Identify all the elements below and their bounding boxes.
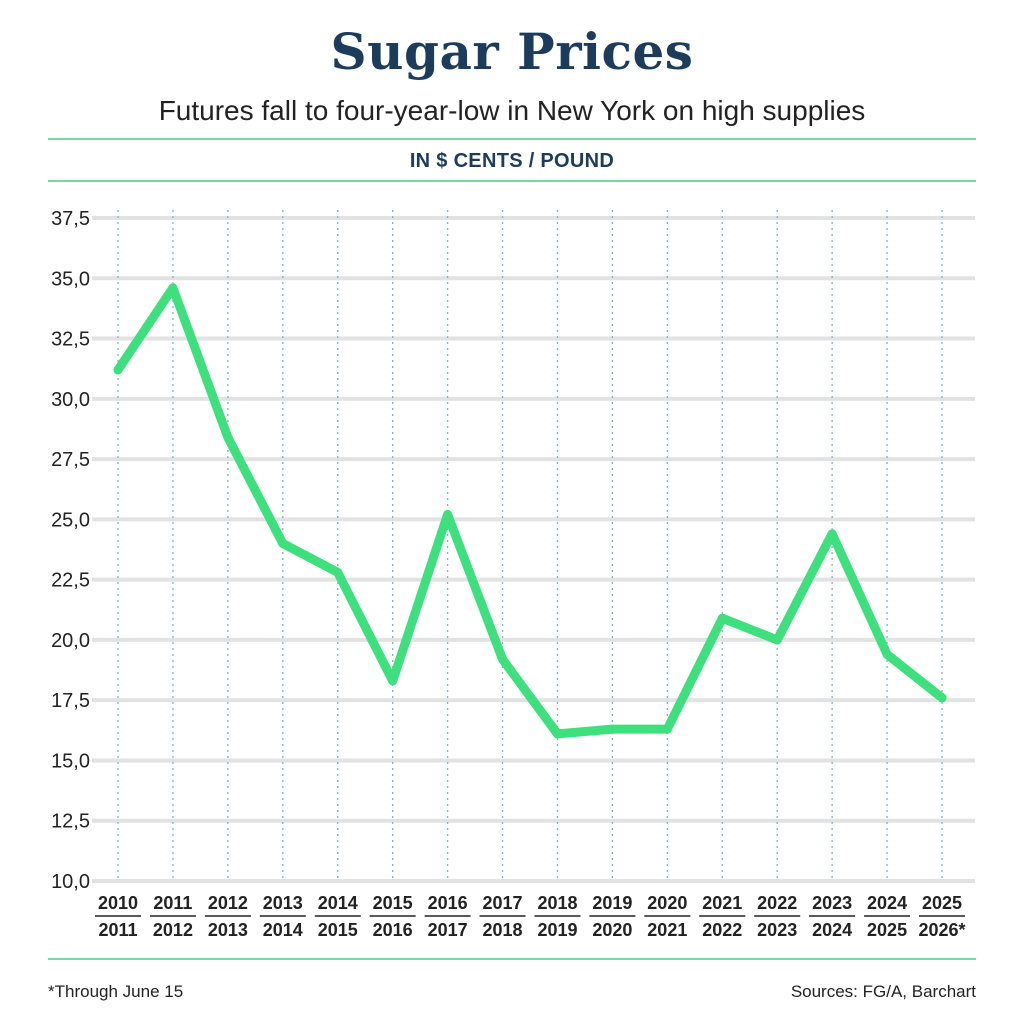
- y-tick-label: 25,0: [51, 509, 90, 531]
- data-point: [333, 567, 343, 577]
- data-point: [443, 510, 453, 520]
- data-point: [662, 724, 672, 734]
- x-tick-label-top: 2015: [373, 893, 413, 913]
- x-tick-label-top: 2013: [263, 893, 303, 913]
- y-tick-label: 37,5: [51, 208, 90, 230]
- data-point: [223, 432, 233, 442]
- x-tick-label-top: 2016: [428, 893, 468, 913]
- top-divider: [48, 138, 976, 140]
- x-tick-label-bottom: 2025: [867, 920, 907, 940]
- data-point: [717, 613, 727, 623]
- x-tick-label-bottom: 2020: [592, 920, 632, 940]
- x-tick-label-top: 2018: [537, 893, 577, 913]
- unit-label: IN $ CENTS / POUND: [409, 150, 615, 172]
- x-tick-label-bottom: 2014: [263, 920, 303, 940]
- bottom-divider: [48, 958, 976, 960]
- y-axis-ticks: 10,0 12,5 15,0 17,5 20,0 22,5 25,0 27,5 30,0 32,5…: [51, 208, 90, 893]
- x-tick-label-bottom: 2019: [537, 920, 577, 940]
- source-note: Sources: FG/A, Barchart: [790, 982, 976, 1001]
- x-tick-label-top: 2022: [757, 893, 797, 913]
- data-point: [772, 635, 782, 645]
- series-layer: [113, 283, 947, 739]
- x-tick-label-top: 2021: [702, 893, 742, 913]
- x-tick-label-top: 2012: [208, 893, 248, 913]
- data-point: [278, 538, 288, 548]
- x-tick-label-bottom: 2016: [373, 920, 413, 940]
- data-point: [937, 693, 947, 703]
- y-tick-label: 12,5: [51, 811, 90, 833]
- chart-subtitle: Futures fall to four-year-low in New Yor…: [158, 95, 866, 126]
- x-tick-label-bottom: 2013: [208, 920, 248, 940]
- horizontal-gridlines: [92, 216, 975, 883]
- data-point: [552, 729, 562, 739]
- y-tick-label: 27,5: [51, 449, 90, 471]
- data-point: [882, 649, 892, 659]
- data-point: [607, 724, 617, 734]
- x-tick-label-bottom: 2015: [318, 920, 358, 940]
- x-tick-label-bottom: 2012: [153, 920, 193, 940]
- x-tick-label-top: 2023: [812, 893, 852, 913]
- x-tick-label-top: 2025: [922, 893, 962, 913]
- y-tick-label: 15,0: [51, 750, 90, 772]
- footnote: *Through June 15: [48, 982, 184, 1001]
- x-tick-label-bottom: 2011: [98, 920, 137, 940]
- x-tick-label-top: 2020: [647, 893, 687, 913]
- x-tick-label-top: 2014: [318, 893, 358, 913]
- x-tick-label-bottom: 2018: [483, 920, 523, 940]
- unit-divider: [48, 180, 976, 182]
- x-tick-label-top: 2024: [867, 893, 907, 913]
- x-tick-label-top: 2010: [98, 893, 138, 913]
- x-tick-label-top: 2019: [592, 893, 632, 913]
- data-point: [388, 676, 398, 686]
- x-tick-label-top: 2011: [153, 893, 192, 913]
- data-point: [113, 365, 123, 375]
- x-tick-label-bottom: 2021: [647, 920, 687, 940]
- x-tick-label-bottom: 2023: [757, 920, 797, 940]
- line-chart: 10,0 12,5 15,0 17,5 20,0 22,5 25,0 27,5 30,0 32,5…: [51, 208, 975, 940]
- x-tick-label-bottom: 2017: [428, 920, 468, 940]
- data-point: [168, 283, 178, 293]
- vertical-gridlines: [117, 210, 943, 881]
- x-axis-ticks: 2010 2011 2011 2012 2012 2013 2013 2014 2014 2015…: [95, 893, 966, 940]
- y-tick-label: 22,5: [51, 570, 90, 592]
- y-tick-label: 32,5: [51, 329, 90, 351]
- chart-title: Sugar Prices: [330, 22, 694, 81]
- data-point: [827, 529, 837, 539]
- y-tick-label: 10,0: [51, 871, 90, 893]
- x-tick-label-bottom: 2024: [812, 920, 852, 940]
- y-tick-label: 35,0: [51, 268, 90, 290]
- series-line: [113, 283, 947, 739]
- x-tick-label-bottom: 2022: [702, 920, 742, 940]
- x-tick-label-bottom: 2026*: [918, 920, 965, 940]
- y-tick-label: 17,5: [51, 690, 90, 712]
- x-tick-label-top: 2017: [483, 893, 523, 913]
- data-point: [498, 654, 508, 664]
- y-tick-label: 30,0: [51, 389, 90, 411]
- y-tick-label: 20,0: [51, 630, 90, 652]
